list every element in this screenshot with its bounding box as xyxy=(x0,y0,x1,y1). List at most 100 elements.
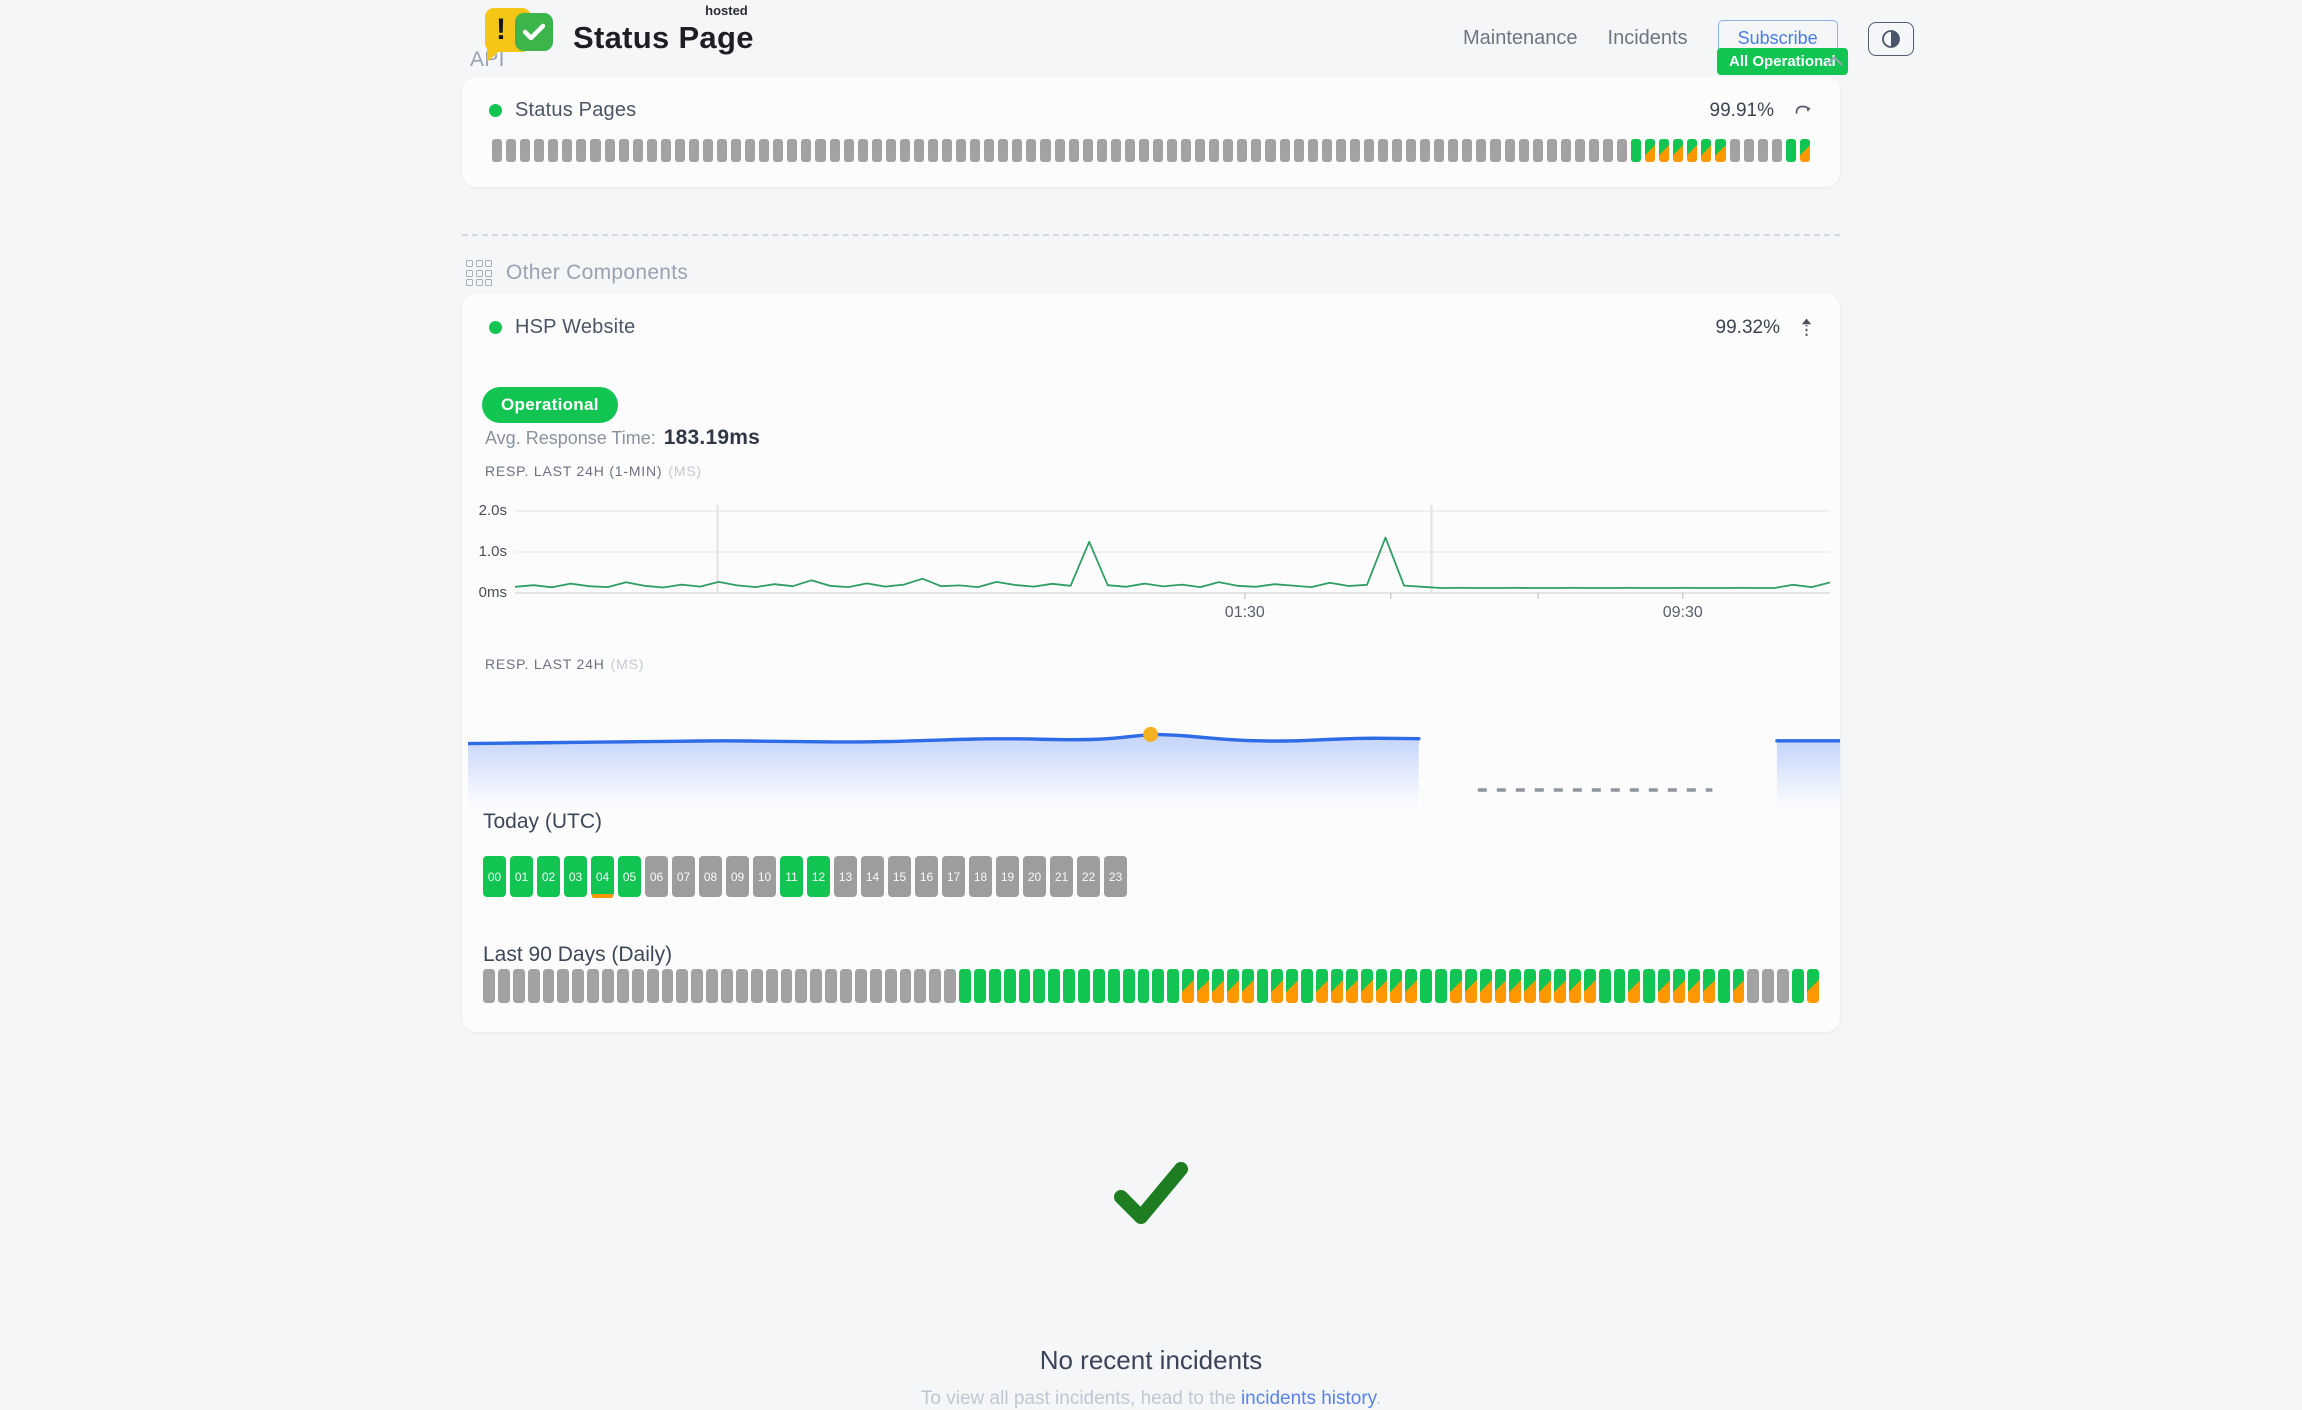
uptime-bar-none[interactable] xyxy=(660,139,671,162)
uptime-bar-degraded[interactable] xyxy=(1182,969,1194,1003)
uptime-bar-up[interactable] xyxy=(1613,969,1626,1003)
hour-block-06[interactable]: 06 xyxy=(645,856,668,897)
uptime-bar-none[interactable] xyxy=(970,139,981,162)
uptime-bar-degraded[interactable] xyxy=(1732,969,1745,1003)
uptime-bar-none[interactable] xyxy=(1124,139,1135,162)
uptime-bar-none[interactable] xyxy=(674,139,685,162)
uptime-bar-none[interactable] xyxy=(527,969,540,1003)
uptime-bar-up[interactable] xyxy=(1598,969,1611,1003)
uptime-bar-degraded[interactable] xyxy=(1554,969,1566,1003)
uptime-bar-none[interactable] xyxy=(1152,139,1163,162)
uptime-bar-none[interactable] xyxy=(840,969,852,1003)
uptime-bar-up[interactable] xyxy=(988,969,1001,1003)
uptime-bar-none[interactable] xyxy=(984,139,995,162)
uptime-bar-none[interactable] xyxy=(676,969,689,1003)
uptime-bar-none[interactable] xyxy=(497,969,510,1003)
uptime-bar-degraded[interactable] xyxy=(1673,139,1684,162)
hour-block-16[interactable]: 16 xyxy=(915,856,938,897)
uptime-bar-none[interactable] xyxy=(998,139,1009,162)
uptime-bar-degraded[interactable] xyxy=(1701,139,1712,162)
uptime-bar-degraded[interactable] xyxy=(1464,969,1477,1003)
uptime-bar-none[interactable] xyxy=(1237,139,1248,162)
uptime-bar-none[interactable] xyxy=(1363,139,1374,162)
uptime-bar-none[interactable] xyxy=(815,139,826,162)
uptime-bar-degraded[interactable] xyxy=(1702,969,1715,1003)
uptime-bar-degraded[interactable] xyxy=(1226,969,1239,1003)
hour-block-11[interactable]: 11 xyxy=(780,856,803,897)
hour-block-23[interactable]: 23 xyxy=(1104,856,1127,897)
hour-block-03[interactable]: 03 xyxy=(564,856,587,897)
arrow-up-icon[interactable] xyxy=(1800,318,1813,338)
uptime-bar-none[interactable] xyxy=(542,969,555,1003)
uptime-bar-up[interactable] xyxy=(1785,139,1796,162)
uptime-bar-up[interactable] xyxy=(1643,969,1656,1003)
uptime-bar-none[interactable] xyxy=(557,969,570,1003)
uptime-bar-none[interactable] xyxy=(787,139,798,162)
uptime-bar-none[interactable] xyxy=(1777,969,1789,1003)
uptime-bar-none[interactable] xyxy=(956,139,967,162)
uptime-bar-degraded[interactable] xyxy=(1211,969,1224,1003)
uptime-bar-none[interactable] xyxy=(1181,139,1192,162)
hour-block-09[interactable]: 09 xyxy=(726,856,749,897)
uptime-bar-degraded[interactable] xyxy=(1449,969,1462,1003)
uptime-bar-none[interactable] xyxy=(483,969,495,1003)
uptime-bar-none[interactable] xyxy=(1209,139,1220,162)
uptime-bar-degraded[interactable] xyxy=(1524,969,1537,1003)
uptime-bar-none[interactable] xyxy=(1574,139,1585,162)
uptime-bar-degraded[interactable] xyxy=(1330,969,1343,1003)
uptime-bar-degraded[interactable] xyxy=(1799,139,1810,162)
uptime-bar-up[interactable] xyxy=(1152,969,1165,1003)
uptime-bar-none[interactable] xyxy=(534,139,545,162)
logo[interactable]: ! hosted Status Page xyxy=(485,3,754,62)
hour-block-19[interactable]: 19 xyxy=(996,856,1019,897)
uptime-bar-degraded[interactable] xyxy=(1645,139,1656,162)
uptime-bar-none[interactable] xyxy=(721,969,733,1003)
uptime-bar-none[interactable] xyxy=(646,969,659,1003)
uptime-bar-none[interactable] xyxy=(1223,139,1234,162)
uptime-bar-none[interactable] xyxy=(1265,139,1276,162)
uptime-bar-up[interactable] xyxy=(1256,969,1269,1003)
uptime-bar-degraded[interactable] xyxy=(1197,969,1209,1003)
hour-block-00[interactable]: 00 xyxy=(483,856,506,897)
uptime-bar-degraded[interactable] xyxy=(1659,139,1670,162)
uptime-bar-degraded[interactable] xyxy=(1271,969,1284,1003)
uptime-bar-none[interactable] xyxy=(929,969,942,1003)
uptime-bar-up[interactable] xyxy=(1092,969,1105,1003)
status-badge[interactable]: All Operational xyxy=(1717,48,1848,75)
uptime-bar-none[interactable] xyxy=(1054,139,1065,162)
uptime-bar-none[interactable] xyxy=(702,139,713,162)
hour-block-14[interactable]: 14 xyxy=(861,856,884,897)
uptime-bar-degraded[interactable] xyxy=(1241,969,1254,1003)
uptime-bar-none[interactable] xyxy=(1617,139,1628,162)
uptime-bar-none[interactable] xyxy=(735,969,748,1003)
uptime-bar-none[interactable] xyxy=(731,139,742,162)
uptime-bar-none[interactable] xyxy=(1138,139,1149,162)
uptime-bar-none[interactable] xyxy=(691,969,704,1003)
hour-block-21[interactable]: 21 xyxy=(1050,856,1073,897)
uptime-bar-none[interactable] xyxy=(899,969,912,1003)
uptime-bar-none[interactable] xyxy=(944,969,956,1003)
uptime-bar-none[interactable] xyxy=(854,969,867,1003)
hour-block-02[interactable]: 02 xyxy=(537,856,560,897)
component-row-status-pages[interactable]: Status Pages 99.91% xyxy=(489,99,1813,122)
uptime-bar-none[interactable] xyxy=(885,139,896,162)
hour-block-17[interactable]: 17 xyxy=(942,856,965,897)
uptime-bar-up[interactable] xyxy=(973,969,986,1003)
uptime-bar-none[interactable] xyxy=(618,139,629,162)
uptime-bar-none[interactable] xyxy=(1082,139,1093,162)
uptime-bar-none[interactable] xyxy=(927,139,938,162)
uptime-bar-none[interactable] xyxy=(801,139,812,162)
uptime-bar-none[interactable] xyxy=(632,139,643,162)
incidents-history-link[interactable]: incidents history xyxy=(1240,1388,1376,1409)
uptime-bar-none[interactable] xyxy=(1462,139,1473,162)
uptime-bar-degraded[interactable] xyxy=(1405,969,1418,1003)
uptime-bar-up[interactable] xyxy=(1167,969,1180,1003)
uptime-bar-none[interactable] xyxy=(1771,139,1782,162)
uptime-bar-none[interactable] xyxy=(795,969,808,1003)
uptime-bar-none[interactable] xyxy=(765,969,778,1003)
chart-marker-dot[interactable] xyxy=(1143,726,1159,742)
uptime-bar-none[interactable] xyxy=(759,139,770,162)
uptime-bar-degraded[interactable] xyxy=(1658,969,1670,1003)
hour-block-20[interactable]: 20 xyxy=(1023,856,1046,897)
uptime-bar-none[interactable] xyxy=(548,139,559,162)
